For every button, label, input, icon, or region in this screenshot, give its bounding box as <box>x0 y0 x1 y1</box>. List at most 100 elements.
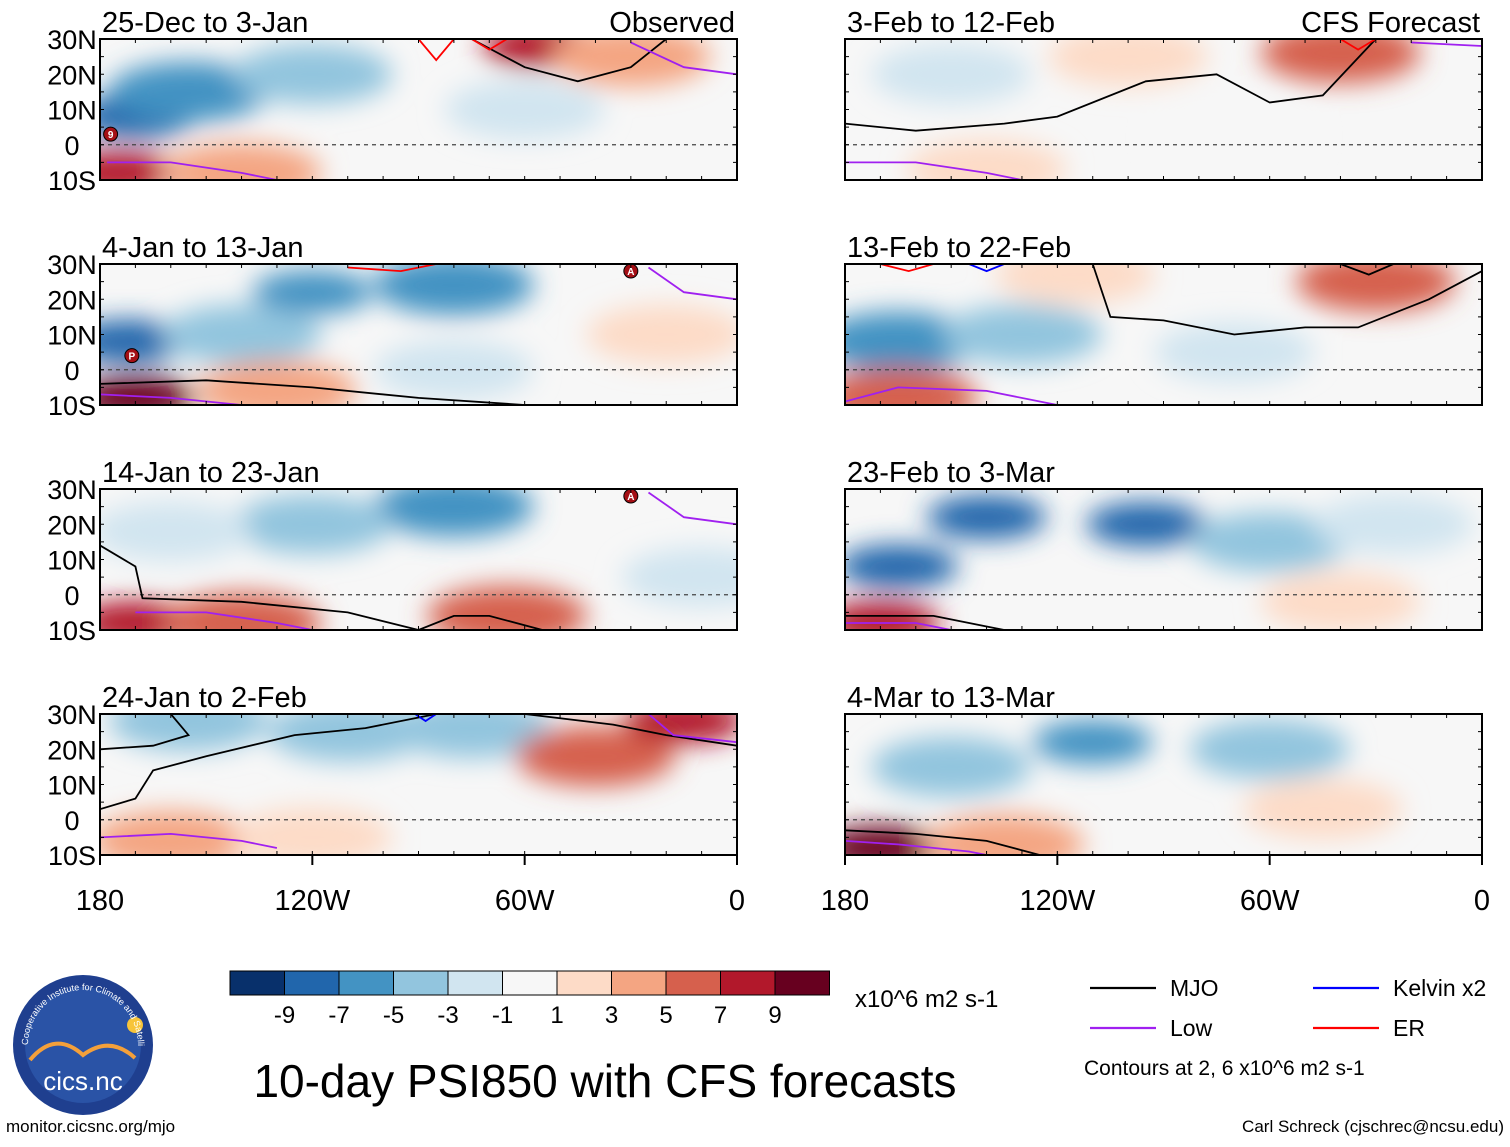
wave-contour-line <box>647 714 737 744</box>
column-header: CFS Forecast <box>1301 7 1480 39</box>
storm-symbol: 9 <box>103 126 119 142</box>
y-tick-label: 30N <box>47 475 97 505</box>
storm-symbol-label: A <box>627 267 634 278</box>
anomaly-mark <box>232 494 393 555</box>
anomaly-mark <box>906 139 1067 180</box>
panel-title: 14-Jan to 23-Jan <box>102 457 320 489</box>
wave-contour-line <box>630 41 737 76</box>
wave-contour-line <box>135 611 313 630</box>
map-panel: 3-Feb to 12-Feb CFS Forecast <box>844 7 1483 181</box>
storm-symbol-label: P <box>129 352 136 363</box>
y-tick-label: 10N <box>47 771 97 801</box>
line-legend: MJO Kelvin x2 Low ER <box>1090 975 1486 1041</box>
colorbar-swatch <box>556 970 612 996</box>
x-tick-label: 60W <box>495 885 555 917</box>
y-tick-label: 0 <box>64 806 79 836</box>
anomaly-mark <box>1260 39 1421 84</box>
anomaly-mark <box>1189 511 1350 572</box>
anomaly-mark <box>1313 494 1474 555</box>
anomaly-mark <box>161 142 322 180</box>
colorbar-swatch <box>665 970 721 996</box>
wave-contour-line <box>1411 41 1482 47</box>
wave-contour-line <box>845 622 952 630</box>
wave-contour-line <box>100 379 525 405</box>
colorbar-label: -3 <box>437 1002 458 1029</box>
credit-right: Carl Schreck (cjschrec@ncsu.edu) <box>1242 1117 1504 1136</box>
anomaly-mark <box>926 495 1047 540</box>
anomaly-mark <box>100 501 251 562</box>
anomaly-mark <box>252 270 373 315</box>
anomaly-mark <box>1189 719 1350 780</box>
wave-contour-line <box>347 264 437 273</box>
colorbar-label: -7 <box>328 1002 349 1029</box>
wave-contour-line <box>100 714 191 751</box>
anomaly-mark <box>623 714 737 744</box>
storm-symbol: P <box>124 348 140 364</box>
wave-contour-line <box>845 161 1023 180</box>
wave-contour-line <box>100 544 419 630</box>
anomaly-mark <box>100 810 251 855</box>
wave-contour-line <box>845 829 1040 855</box>
logo-text: cics.nc <box>43 1066 122 1096</box>
anomaly-mark <box>161 304 322 365</box>
y-tick-label: 10S <box>48 391 96 421</box>
x-tick-label: 120W <box>1019 885 1095 917</box>
map-panel: 9 25-Dec to 3-Jan Observed 30N 20N 10N 0 10S <box>47 7 738 196</box>
wave-contour-line <box>845 386 1058 405</box>
legend-label: ER <box>1393 1015 1425 1041</box>
legend-label: MJO <box>1170 975 1219 1001</box>
x-tick-label: 180 <box>76 885 124 917</box>
anomaly-mark <box>1242 779 1403 840</box>
y-tick-label: 30N <box>47 25 97 55</box>
main-title: 10-day PSI850 with CFS forecasts <box>253 1055 956 1107</box>
anomaly-mark <box>845 544 959 589</box>
anomaly-mark <box>1260 571 1421 630</box>
map-panel: 4-Mar to 13-Mar <box>844 682 1483 856</box>
colorbar-label: 3 <box>605 1002 618 1029</box>
y-tick-label: 10S <box>48 166 96 196</box>
anomaly-mark <box>995 264 1156 305</box>
panel-title: 25-Dec to 3-Jan <box>102 7 308 39</box>
panels-group: 9 25-Dec to 3-Jan Observed 30N 20N 10N 0 10S P A 4… <box>47 7 1483 871</box>
anomaly-mark <box>1085 502 1206 547</box>
anomaly-mark <box>161 592 322 630</box>
y-tick-label: 0 <box>64 356 79 386</box>
colorbar-swatch <box>284 970 340 996</box>
colorbar-swatch <box>393 970 449 996</box>
colorbar-swatch <box>774 970 830 996</box>
colorbar-swatch <box>611 970 667 996</box>
legend-label: Kelvin x2 <box>1393 975 1486 1001</box>
wave-contour-line <box>1340 264 1394 276</box>
colorbar-label: 1 <box>550 1002 563 1029</box>
panel-title: 24-Jan to 2-Feb <box>102 682 307 714</box>
anomaly-mark <box>108 61 269 122</box>
wave-contour-line <box>845 615 1005 630</box>
anomaly-mark <box>550 39 711 87</box>
colorbar-label: -9 <box>274 1002 295 1029</box>
anomaly-mark <box>871 44 1032 105</box>
x-tick-label: 0 <box>1474 885 1490 917</box>
wave-contour-line <box>647 491 737 526</box>
wave-contour-line <box>1091 264 1482 336</box>
anomaly-mark <box>444 79 605 140</box>
anomaly-mark <box>515 726 676 787</box>
panel-title: 13-Feb to 22-Feb <box>847 232 1071 264</box>
credit-left: monitor.cicsnc.org/mjo <box>6 1117 175 1136</box>
wave-contour-line <box>417 39 455 62</box>
map-panel: 23-Feb to 3-Mar <box>844 457 1483 631</box>
y-tick-label: 10N <box>47 546 97 576</box>
x-tick-label: 180 <box>821 885 869 917</box>
anomaly-mark <box>232 44 393 105</box>
colorbar-label: -1 <box>492 1002 513 1029</box>
y-tick-label: 0 <box>64 131 79 161</box>
x-tick-label: 60W <box>1240 885 1300 917</box>
wave-contour-line <box>647 266 737 301</box>
bottom-axes: 180 120W 60W 0 180 120W 60W 0 <box>76 855 1490 917</box>
anomaly-mark <box>100 150 178 180</box>
anomaly-mark <box>621 547 737 608</box>
colorbar-swatch <box>447 970 503 996</box>
y-tick-label: 10S <box>48 841 96 871</box>
y-tick-label: 10N <box>47 321 97 351</box>
